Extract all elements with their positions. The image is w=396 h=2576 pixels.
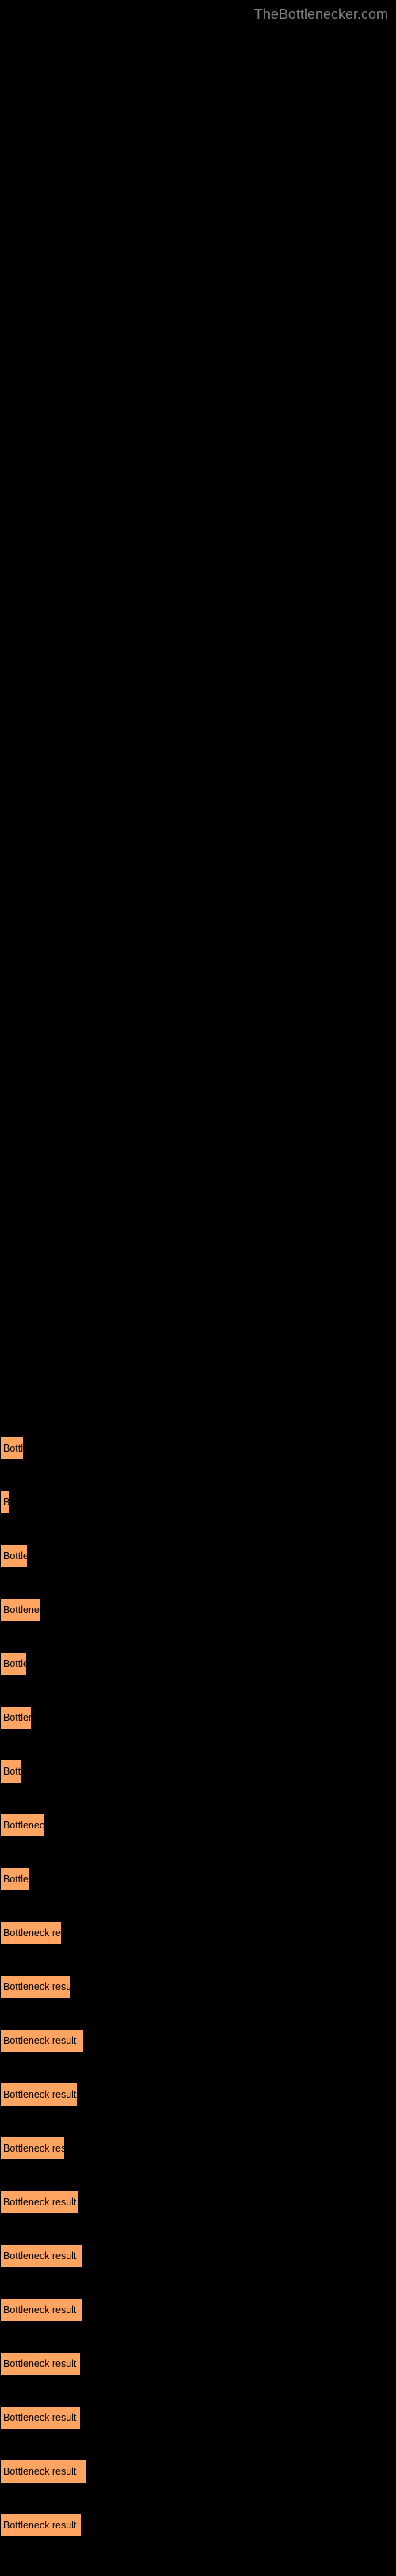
bar-row: Bottleneck result <box>0 1960 396 2014</box>
bar-row: Bottleneck result <box>0 1745 396 1798</box>
bar-row: Bottleneck result <box>0 1852 396 1906</box>
bar: Bottleneck result <box>0 2352 81 2376</box>
bar-row: Bottleneck result <box>0 2014 396 2068</box>
bar: Bottleneck result <box>0 2083 78 2106</box>
bar: Bottleneck result <box>0 1975 71 1999</box>
bar-row: Bottleneck result <box>0 1475 396 1529</box>
bar: Bottleneck result <box>0 1490 10 1514</box>
bar-row: Bottleneck result <box>0 2068 396 2121</box>
bar-row: Bottleneck result <box>0 1798 396 1852</box>
bar: Bottleneck result <box>0 2406 81 2430</box>
bar: Bottleneck result <box>0 2137 65 2160</box>
bar-row: Bottleneck result <box>0 2175 396 2229</box>
bar-row: Bottleneck result <box>0 2283 396 2337</box>
bar: Bottleneck result <box>0 2244 83 2268</box>
bar-row: Bottleneck result <box>0 1637 396 1691</box>
bar: Bottleneck result <box>0 2190 79 2214</box>
bar: Bottleneck result <box>0 1706 32 1729</box>
bar-row: Bottleneck result <box>0 2445 396 2498</box>
bar-row: Bottleneck result <box>0 2337 396 2391</box>
bar-row: Bottleneck result <box>0 2498 396 2552</box>
bar-chart: Bottleneck result Bottleneck result Bottle… <box>0 0 396 2576</box>
bar-row: Bottleneck result <box>0 1421 396 1475</box>
bar: Bottleneck result <box>0 2298 83 2322</box>
bar-row: Bottleneck result <box>0 1906 396 1960</box>
bar-row: Bottleneck result <box>0 1691 396 1745</box>
bar: Bottleneck result <box>0 2460 87 2483</box>
bar-row: Bottleneck result <box>0 2391 396 2445</box>
bar: Bottleneck result <box>0 1598 41 1622</box>
bar-row: Bottleneck result <box>0 1529 396 1583</box>
bar: Bottleneck result <box>0 1813 44 1837</box>
bar: Bottleneck result <box>0 1544 28 1568</box>
bar: Bottleneck result <box>0 1867 30 1891</box>
bar: Bottleneck result <box>0 1760 22 1783</box>
bar: Bottleneck result <box>0 1921 62 1945</box>
bar-row: Bottleneck result <box>0 1583 396 1637</box>
bar: Bottleneck result <box>0 1652 27 1676</box>
bar: Bottleneck result <box>0 2029 84 2053</box>
bar: Bottleneck result <box>0 1436 24 1460</box>
bar-row: Bottleneck result <box>0 2229 396 2283</box>
bar-row: Bottleneck result <box>0 2121 396 2175</box>
